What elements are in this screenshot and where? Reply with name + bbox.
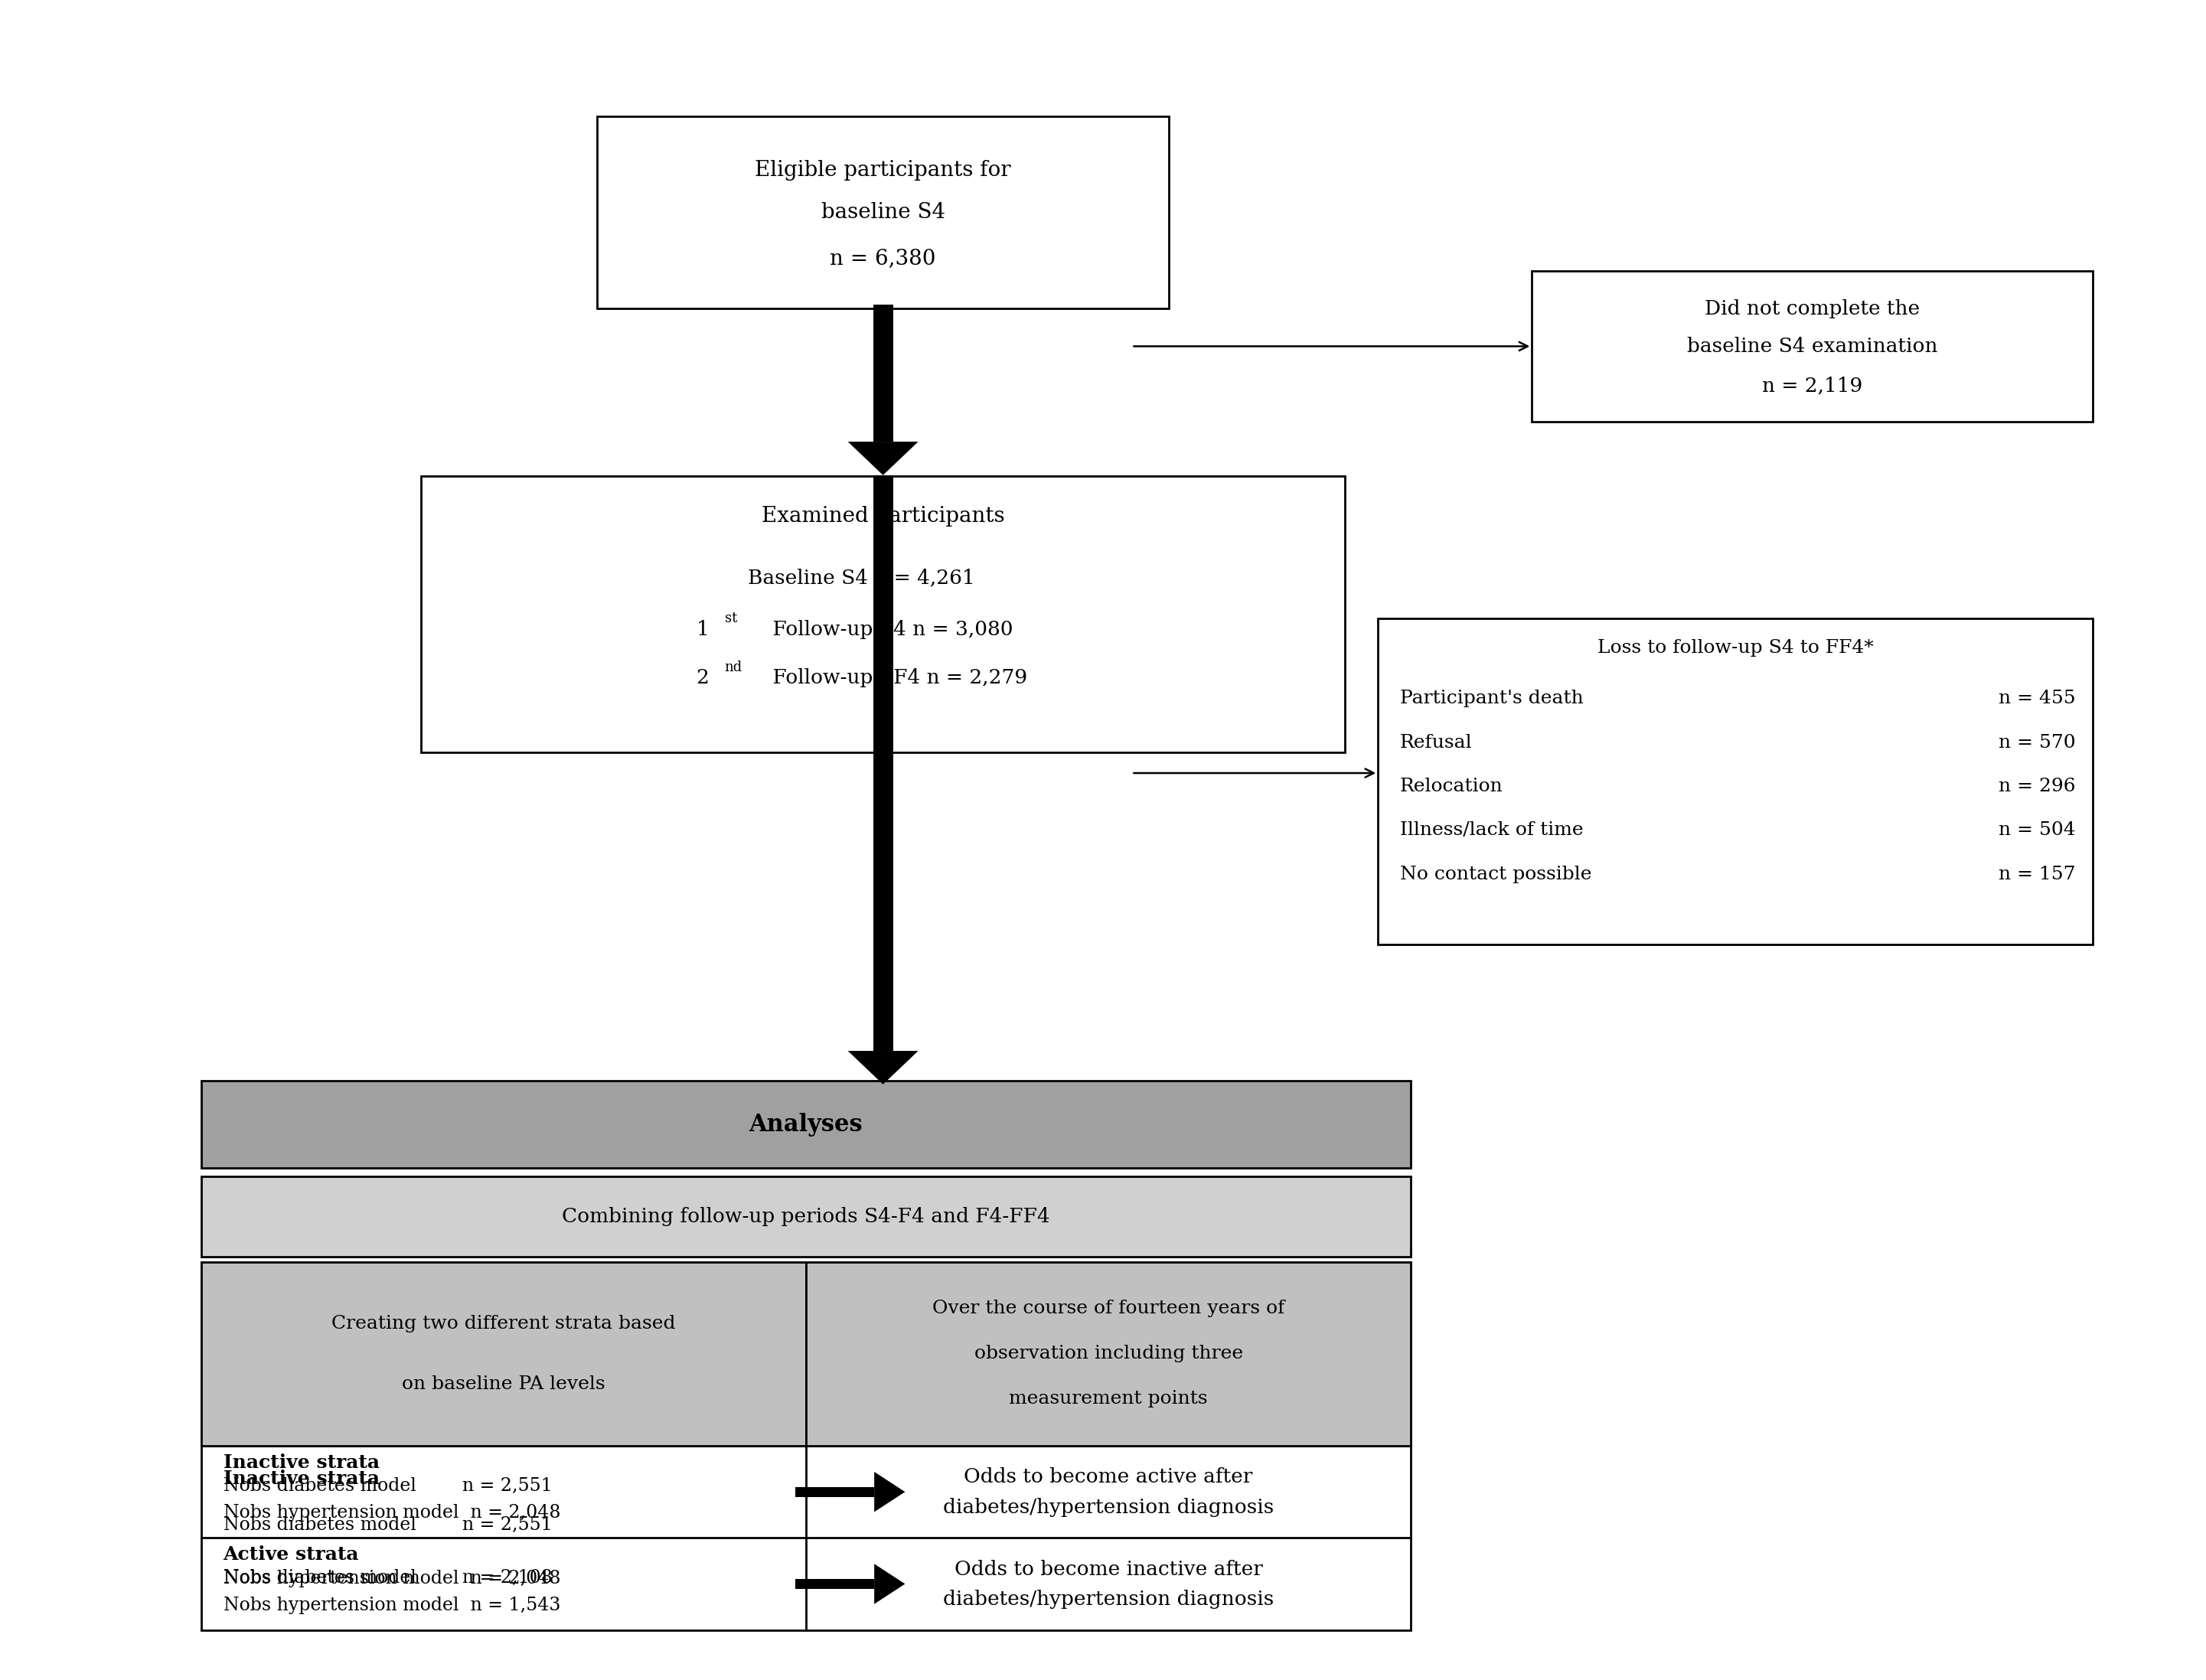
Text: Inactive strata: Inactive strata xyxy=(223,1470,379,1488)
Text: Follow-up F4 n = 3,080: Follow-up F4 n = 3,080 xyxy=(765,620,1013,638)
Text: Examined participants: Examined participants xyxy=(761,506,1004,526)
Bar xyxy=(201,1262,1412,1630)
Text: Refusal: Refusal xyxy=(1401,734,1471,751)
Text: Odds to become inactive after: Odds to become inactive after xyxy=(955,1559,1262,1579)
Text: Participant's death: Participant's death xyxy=(1401,689,1584,707)
Polygon shape xyxy=(847,442,918,475)
Text: 2: 2 xyxy=(697,669,708,687)
Text: n = 455: n = 455 xyxy=(1999,689,2076,707)
Text: Nobs hypertension model  n = 1,543: Nobs hypertension model n = 1,543 xyxy=(223,1596,560,1614)
Text: n = 570: n = 570 xyxy=(1999,734,2076,751)
Bar xyxy=(1379,618,2093,944)
Text: Did not complete the: Did not complete the xyxy=(1705,299,1919,318)
Text: Odds to become active after: Odds to become active after xyxy=(964,1468,1253,1487)
Text: Inactive strata: Inactive strata xyxy=(223,1453,379,1472)
Text: diabetes/hypertension diagnosis: diabetes/hypertension diagnosis xyxy=(944,1499,1273,1517)
Text: n = 2,119: n = 2,119 xyxy=(1763,376,1862,395)
Text: on baseline PA levels: on baseline PA levels xyxy=(401,1376,604,1393)
Text: n = 504: n = 504 xyxy=(1999,822,2076,840)
Text: Nobs hypertension model  n = 2,048: Nobs hypertension model n = 2,048 xyxy=(223,1504,560,1522)
Bar xyxy=(805,1262,1412,1446)
Polygon shape xyxy=(874,1472,904,1512)
Text: Combining follow-up periods S4-F4 and F4-FF4: Combining follow-up periods S4-F4 and F4… xyxy=(563,1206,1050,1226)
Text: baseline S4: baseline S4 xyxy=(821,202,944,223)
Polygon shape xyxy=(847,1052,918,1084)
Text: Follow-up FF4 n = 2,279: Follow-up FF4 n = 2,279 xyxy=(765,669,1028,687)
Text: n = 6,380: n = 6,380 xyxy=(829,249,935,269)
Text: 1: 1 xyxy=(697,620,708,638)
Text: n = 296: n = 296 xyxy=(1999,778,2076,795)
Text: Active strata: Active strata xyxy=(223,1546,360,1564)
Text: Creating two different strata based: Creating two different strata based xyxy=(331,1315,675,1332)
Text: Relocation: Relocation xyxy=(1401,778,1502,795)
Text: Over the course of fourteen years of: Over the course of fourteen years of xyxy=(933,1300,1284,1317)
Bar xyxy=(794,1487,874,1497)
Bar xyxy=(874,475,893,1052)
Text: measurement points: measurement points xyxy=(1008,1389,1209,1408)
Text: Nobs diabetes model        n = 2,551: Nobs diabetes model n = 2,551 xyxy=(223,1517,552,1534)
Text: Baseline S4 n = 4,261: Baseline S4 n = 4,261 xyxy=(748,568,975,588)
Text: Nobs diabetes model        n = 2,551: Nobs diabetes model n = 2,551 xyxy=(223,1477,552,1495)
Text: No contact possible: No contact possible xyxy=(1401,865,1593,884)
Text: observation including three: observation including three xyxy=(975,1346,1242,1362)
Bar xyxy=(421,475,1346,753)
Text: Loss to follow-up S4 to FF4*: Loss to follow-up S4 to FF4* xyxy=(1597,640,1873,657)
Bar xyxy=(598,116,1169,309)
Text: nd: nd xyxy=(724,660,743,674)
Bar xyxy=(794,1579,874,1589)
Text: Nobs hypertension model  n = 2,048: Nobs hypertension model n = 2,048 xyxy=(223,1569,560,1588)
Text: Analyses: Analyses xyxy=(750,1112,863,1136)
Text: baseline S4 examination: baseline S4 examination xyxy=(1688,336,1937,356)
Text: n = 157: n = 157 xyxy=(1999,865,2076,884)
Bar xyxy=(874,304,893,442)
Bar xyxy=(201,1262,805,1446)
Text: Nobs diabetes model        n = 2,108: Nobs diabetes model n = 2,108 xyxy=(223,1569,552,1586)
Bar xyxy=(1531,270,2093,422)
Text: st: st xyxy=(724,612,737,625)
Bar xyxy=(201,1176,1412,1257)
Text: diabetes/hypertension diagnosis: diabetes/hypertension diagnosis xyxy=(944,1589,1273,1609)
Polygon shape xyxy=(874,1564,904,1604)
Text: Illness/lack of time: Illness/lack of time xyxy=(1401,822,1584,840)
Text: Eligible participants for: Eligible participants for xyxy=(754,160,1010,180)
Bar xyxy=(201,1080,1412,1168)
